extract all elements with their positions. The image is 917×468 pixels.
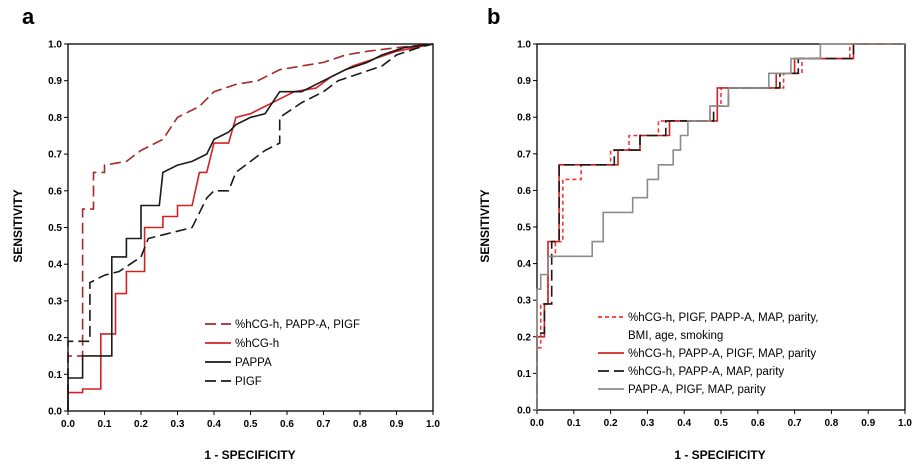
panel-b-x-tick-label: 1.0 [898,418,912,429]
panel-b-plot-area: 0.0 0.1 0.2 0.3 0.4 0.5 0.6 0.7 0.8 0.9 1.0 0.0 0.1 0… [517,40,912,430]
panel-b-x-tick-label: 0.6 [751,418,765,429]
panel-b-x-tick-label: 0.2 [604,418,618,429]
panel-b-legend-entry-1: %hCG-h, PIGF, PAPP-A, MAP, parity, BMI, a… [628,312,818,342]
panel-b-x-tick-label: 0.1 [567,418,581,429]
panel-b-x-tick-label: 0.7 [788,418,802,429]
panel-a-x-tick-label: 0.0 [61,419,75,430]
panel-a-y-tick-label: 0.1 [48,370,62,381]
panel-a-legend-entry-3: PAPPA [235,357,272,369]
panel-b-y-tick-label: 0.8 [517,113,531,124]
panel-a-y-tick-label: 0.6 [48,186,62,197]
panel-a-y-tick-label: 1.0 [48,40,62,51]
panel-b-series-4-line [536,43,905,410]
panel-a-y-tick-label: 0.7 [48,150,62,161]
panel-b-x-tick-label: 0.0 [530,418,544,429]
panel-b-x-axis-label: 1 - SPECIFICITY [674,448,765,462]
panel-a-y-tick-label: 0.2 [48,333,62,344]
panel-a-x-tick-label: 0.7 [317,419,331,430]
panel-b-label: b [487,4,500,29]
panel-a-x-tick-label: 1.0 [426,419,440,430]
panel-b-legend: %hCG-h, PIGF, PAPP-A, MAP, parity, BMI, a… [598,312,818,396]
panel-b-y-axis-label: SENSITIVITY [478,189,492,262]
panel-a-y-tick-label: 0.9 [48,76,62,87]
panel-b-y-tick-label: 0.9 [517,76,531,87]
panel-b-y-tick-label: 0.1 [517,369,531,380]
panel-a-legend-entry-2: %hCG-h [235,338,279,350]
panel-b-y-tick-label: 0.6 [517,186,531,197]
panel-a-series-1-line [67,43,434,411]
panel-a-frame [67,43,434,412]
panel-a-y-tick-label: 0.5 [48,223,62,234]
panel-a-y-axis-label: SENSITIVITY [11,189,25,262]
panel-a-series-3-line [67,43,434,411]
panel-b-x-tick-label: 0.8 [824,418,838,429]
panel-a: a 0.0 0.1 0.2 0.3 0.4 0.5 0.6 0.7 0.8 0.9 1.00.00.… [11,4,440,462]
panel-a-y-tick-label: 0.4 [48,260,62,271]
panel-b-series-3-line [536,43,905,410]
panel-a-x-tick-label: 0.8 [353,419,367,430]
panel-b-legend-entry-3: %hCG-h, PAPP-A, MAP, parity [628,366,784,378]
panel-b-legend-entry-4: PAPP-A, PIGF, MAP, parity [628,384,766,396]
panel-b-y-tick-label: 0.4 [517,259,531,270]
panel-b-x-tick-label: 0.4 [677,418,691,429]
panel-b-y-tick-label: 0.3 [517,296,531,307]
panel-b-y-tick-label: 0.2 [517,332,531,343]
panel-a-series-2-line [67,43,434,411]
panel-a-x-tick-label: 0.1 [98,419,112,430]
panel-a-y-tick-label: 0.0 [48,407,62,418]
panel-a-y-tick-label: 0.8 [48,113,62,124]
panel-a-label: a [22,4,35,29]
panel-b-x-tick-label: 0.3 [640,418,654,429]
panel-a-y-tick-label: 0.3 [48,296,62,307]
panel-b-y-tick-label: 1.0 [517,40,531,51]
panel-b-y-tick-label: 0.0 [517,406,531,417]
panel-b-legend-entry-2: %hCG-h, PAPP-A, PIGF, MAP, parity [628,348,816,360]
panel-a-x-tick-label: 0.3 [171,419,185,430]
panel-a-legend: %hCG-h, PAPP-A, PIGF %hCG-h PAPPA PIGF [205,319,360,388]
panel-b-y-tick-label: 0.5 [517,223,531,234]
panel-a-x-tick-label: 0.4 [207,419,221,430]
panel-b-y-tick-label: 0.7 [517,149,531,160]
panel-a-series-4-line [67,43,434,411]
panel-a-x-axis-label: 1 - SPECIFICITY [204,448,295,462]
panel-a-x-tick-label: 0.5 [244,419,258,430]
panel-a-x-tick-label: 0.9 [390,419,404,430]
panel-a-x-tick-label: 0.6 [280,419,294,430]
panel-b-x-tick-label: 0.9 [861,418,875,429]
panel-a-legend-entry-1: %hCG-h, PAPP-A, PIGF [235,319,360,331]
panel-a-x-tick-label: 0.2 [134,419,148,430]
panel-a-legend-entry-4: PIGF [235,376,262,388]
panel-b-x-tick-label: 0.5 [714,418,728,429]
panel-a-plot-area: 0.0 0.1 0.2 0.3 0.4 0.5 0.6 0.7 0.8 0.9 1.0 0.0 0.1 0… [48,40,440,431]
panel-b: b 0.0 0.1 0.2 0.3 0.4 0.5 0.6 0.7 0.8 0.9 1.00.00.… [478,4,912,462]
